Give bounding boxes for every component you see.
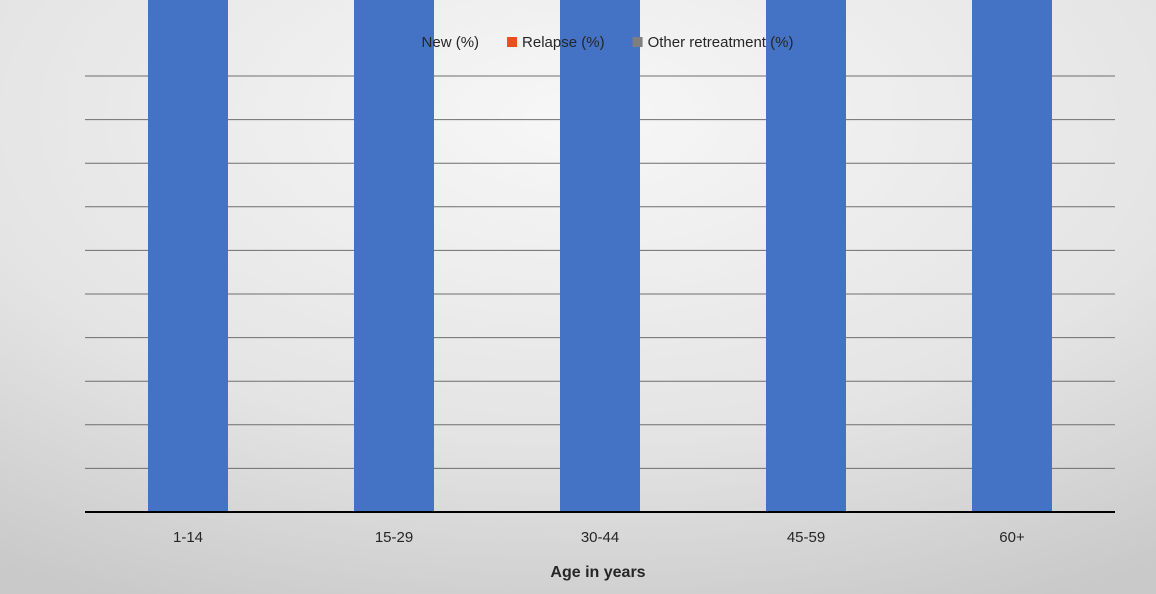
legend-swatch	[632, 37, 643, 47]
legend-swatch	[507, 37, 518, 47]
bar-segment	[972, 0, 1052, 512]
x-tick-label: 15-29	[375, 529, 413, 546]
legend-swatch	[406, 37, 417, 47]
legend-label: Other retreatment (%)	[648, 34, 794, 51]
x-tick-label: 30-44	[581, 529, 619, 546]
bar-segment	[354, 0, 434, 512]
x-tick-label: 1-14	[173, 529, 203, 546]
x-axis-title: Age in years	[550, 564, 645, 581]
legend: New (%) Relapse (%) Other retreatment (%)	[406, 34, 794, 51]
bar-segment	[560, 0, 640, 512]
legend-label: Relapse (%)	[522, 34, 605, 51]
bar-segment	[148, 0, 228, 512]
x-tick-label: 60+	[999, 529, 1025, 546]
bar-segment	[766, 0, 846, 512]
legend-label: New (%)	[422, 34, 480, 51]
x-tick-label: 45-59	[787, 529, 825, 546]
